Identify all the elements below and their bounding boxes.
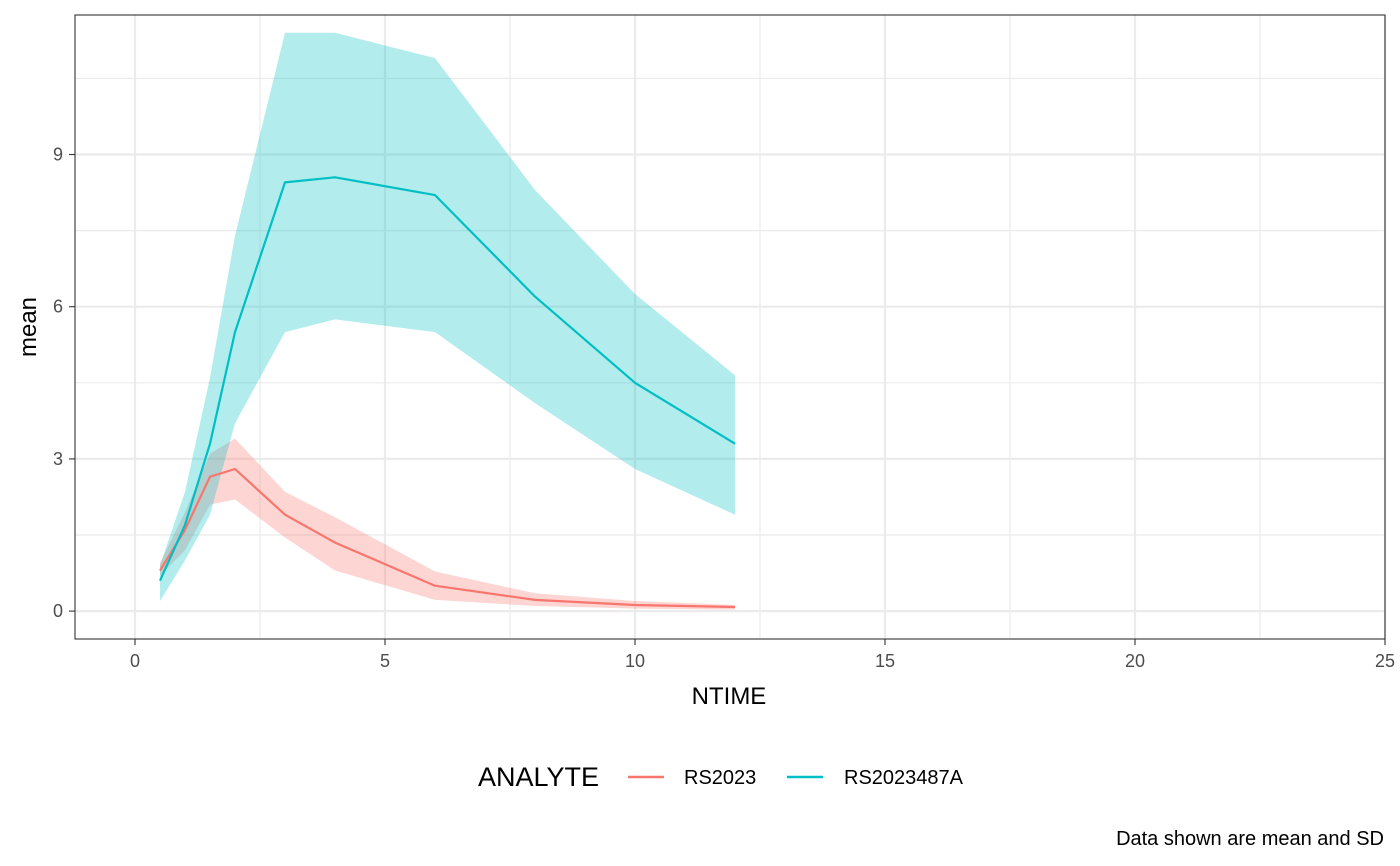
sd-ribbon — [160, 32, 735, 602]
sd-ribbons — [160, 32, 735, 610]
legend-label: RS2023 — [684, 767, 756, 789]
x-tick-label: 0 — [130, 651, 140, 671]
x-tick-label: 25 — [1375, 651, 1395, 671]
x-axis-title: NTIME — [692, 683, 767, 710]
sd-ribbon — [160, 438, 735, 610]
y-tick-label: 9 — [53, 145, 63, 165]
legend: ANALYTE RS2023 RS2023487A — [478, 762, 964, 792]
minor-gridlines — [75, 15, 1385, 639]
x-tick-label: 15 — [875, 651, 895, 671]
x-tick-label: 5 — [380, 651, 390, 671]
x-tick-label: 20 — [1125, 651, 1145, 671]
legend-item: RS2023487A — [787, 767, 964, 789]
axis-ticks — [69, 153, 1386, 645]
y-tick-label: 3 — [53, 449, 63, 469]
mean-line — [158, 176, 736, 582]
y-tick-label: 0 — [53, 601, 63, 621]
legend-item: RS2023 — [628, 767, 756, 789]
mean-line — [159, 467, 736, 609]
tick-labels: 0 5 10 15 20 25 0 3 6 9 — [53, 145, 1395, 671]
x-tick-label: 10 — [625, 651, 645, 671]
caption: Data shown are mean and SD — [1116, 828, 1384, 850]
panel-border — [74, 14, 1386, 640]
legend-title: ANALYTE — [478, 762, 599, 792]
legend-label: RS2023487A — [844, 767, 964, 789]
y-axis-title: mean — [15, 297, 42, 357]
y-tick-label: 6 — [53, 297, 63, 317]
mean-lines — [158, 176, 736, 609]
